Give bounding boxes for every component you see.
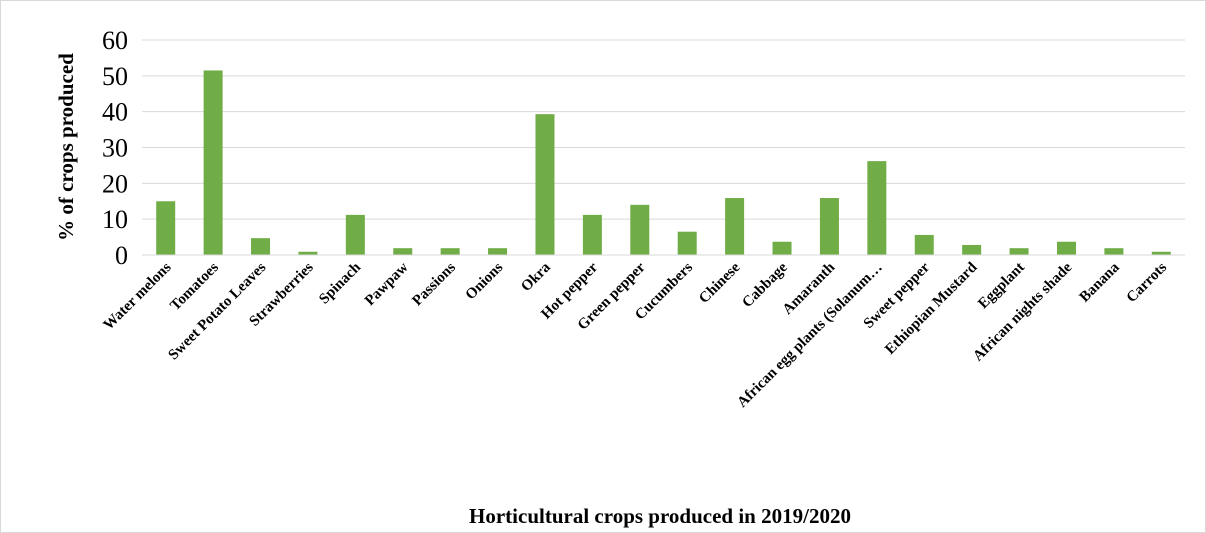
x-tick-label-5: Pawpaw — [362, 259, 412, 309]
y-tick-label-0: 0 — [115, 241, 128, 270]
gridlines — [142, 39, 1185, 220]
y-tick-label-5: 50 — [102, 62, 128, 91]
bar-13 — [772, 241, 792, 255]
x-tick-label-0: Water melons — [101, 259, 175, 333]
y-tick-label-2: 20 — [102, 169, 128, 198]
x-tick-label-21: Carrots — [1124, 259, 1171, 306]
bar-8 — [535, 114, 555, 255]
bar-6 — [440, 248, 460, 255]
y-tick-label-6: 60 — [102, 26, 128, 55]
bars — [156, 70, 1171, 255]
bar-16 — [914, 234, 934, 255]
y-tick-label-1: 10 — [102, 205, 128, 234]
bar-19 — [1056, 241, 1076, 255]
bar-0 — [156, 201, 176, 255]
x-tick-label-7: Onions — [463, 259, 507, 303]
bar-14 — [819, 198, 839, 255]
bar-20 — [1104, 248, 1124, 255]
bar-4 — [345, 214, 365, 255]
x-tick-label-8: Okra — [518, 259, 554, 295]
y-tick-label-4: 40 — [102, 98, 128, 127]
x-tick-label-20: Banana — [1077, 259, 1123, 305]
x-tick-label-4: Spinach — [316, 259, 364, 307]
bar-3 — [298, 251, 318, 255]
bar-9 — [582, 214, 602, 255]
y-tick-labels: 0 10 20 30 40 50 60 — [102, 26, 128, 270]
bar-15 — [867, 161, 887, 255]
bar-1 — [203, 70, 223, 255]
bar-5 — [393, 248, 413, 255]
bar-17 — [962, 244, 982, 255]
bar-12 — [725, 198, 745, 255]
bar-2 — [251, 238, 271, 255]
bar-21 — [1151, 251, 1171, 255]
x-tick-label-12: Chinese — [696, 259, 744, 307]
x-axis-title: Horticultural crops produced in 2019/202… — [469, 504, 851, 528]
bar-11 — [677, 231, 697, 255]
y-tick-label-3: 30 — [102, 134, 128, 163]
bar-10 — [630, 204, 650, 255]
bar-18 — [1009, 248, 1029, 255]
bar-7 — [488, 248, 508, 255]
x-tick-label-6: Passions — [409, 259, 459, 309]
y-axis-title: % of crops produced — [54, 53, 78, 241]
x-tick-label-17: Ethiopian Mustard — [882, 259, 981, 358]
